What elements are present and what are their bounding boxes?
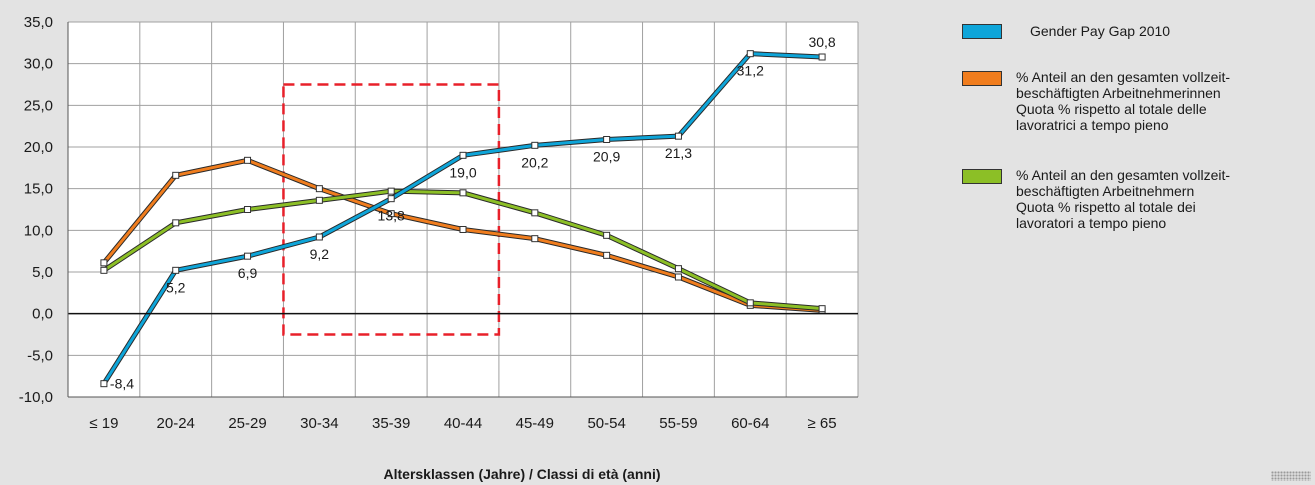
y-tick-label: 20,0 bbox=[24, 139, 53, 156]
data-point bbox=[746, 299, 754, 307]
data-label: 31,2 bbox=[737, 63, 764, 79]
x-tick-label: 55-59 bbox=[659, 415, 697, 432]
data-point bbox=[674, 132, 682, 140]
legend-label: Gender Pay Gap 2010 bbox=[1030, 23, 1171, 39]
highlight-rectangle bbox=[282, 83, 501, 336]
data-point bbox=[315, 233, 323, 241]
data-point bbox=[100, 259, 108, 267]
series-group bbox=[100, 50, 826, 388]
data-label: -8,4 bbox=[110, 376, 134, 392]
data-point bbox=[100, 266, 108, 274]
y-tick-label: -10,0 bbox=[19, 389, 53, 406]
data-point bbox=[459, 189, 467, 197]
data-point bbox=[674, 273, 682, 281]
data-point bbox=[315, 196, 323, 204]
data-point bbox=[459, 226, 467, 233]
legend-item-female-share: % Anteil an den gesamten vollzeit- besch… bbox=[962, 69, 1307, 133]
legend-line: beschäftigten Arbeitnehmern bbox=[1016, 183, 1195, 199]
data-label: 13,8 bbox=[378, 208, 405, 224]
y-tick-label: 25,0 bbox=[24, 97, 53, 114]
legend-item-male-share: % Anteil an den gesamten vollzeit- besch… bbox=[962, 167, 1307, 231]
data-point bbox=[387, 210, 395, 218]
data-label: 9,2 bbox=[310, 246, 330, 262]
data-point bbox=[818, 305, 826, 313]
data-point bbox=[100, 380, 108, 388]
highlight-range bbox=[282, 83, 501, 336]
x-tick-label: 45-49 bbox=[516, 415, 554, 432]
y-tick-label: 35,0 bbox=[24, 14, 53, 31]
x-tick-label: 25-29 bbox=[228, 415, 266, 432]
axes: 35,0 30,0 25,0 20,0 15,0 10,0 5,0 0,0 -5,0 -10,0 ≤… bbox=[19, 14, 858, 432]
data-label: 19,0 bbox=[449, 164, 476, 180]
legend-line: beschäftigten Arbeitnehmerinnen bbox=[1016, 85, 1221, 101]
x-tick-label: ≥ 65 bbox=[808, 415, 837, 432]
data-point bbox=[531, 141, 539, 149]
legend-swatch-green bbox=[962, 169, 1002, 184]
data-point bbox=[603, 251, 611, 259]
x-tick-label: 40-44 bbox=[444, 415, 482, 432]
legend-label: % Anteil an den gesamten vollzeit- besch… bbox=[1016, 167, 1307, 231]
data-point bbox=[603, 231, 611, 239]
data-label: 5,2 bbox=[166, 279, 186, 295]
legend-line: Quota % rispetto al totale delle bbox=[1016, 101, 1207, 117]
data-label: 30,8 bbox=[808, 34, 835, 50]
y-tick-label: 0,0 bbox=[32, 306, 53, 323]
y-tick-label: 10,0 bbox=[24, 222, 53, 239]
data-point bbox=[387, 195, 395, 203]
data-point bbox=[531, 209, 539, 217]
data-point bbox=[818, 53, 826, 61]
data-label: 21,3 bbox=[665, 145, 692, 161]
data-point bbox=[459, 151, 467, 159]
x-tick-label: 30-34 bbox=[300, 415, 338, 432]
legend-item-gender-pay-gap: Gender Pay Gap 2010 bbox=[962, 22, 1307, 39]
x-tick-label: 35-39 bbox=[372, 415, 410, 432]
data-label: 6,9 bbox=[238, 265, 258, 281]
legend-swatch-orange bbox=[962, 71, 1002, 86]
data-point bbox=[674, 265, 682, 273]
x-tick-label: ≤ 19 bbox=[89, 415, 118, 432]
legend-swatch-blue bbox=[962, 24, 1002, 39]
corner-pattern bbox=[1271, 471, 1311, 481]
data-label: 20,9 bbox=[593, 149, 620, 165]
data-point bbox=[244, 206, 252, 213]
legend-label: % Anteil an den gesamten vollzeit- besch… bbox=[1016, 69, 1307, 133]
legend-line: Quota % rispetto al totale dei bbox=[1016, 199, 1196, 215]
x-tick-label: 20-24 bbox=[157, 415, 195, 432]
data-point bbox=[244, 252, 252, 260]
data-point bbox=[244, 156, 252, 164]
y-tick-label: 5,0 bbox=[32, 264, 53, 281]
data-point bbox=[387, 187, 395, 195]
x-tick-label: 60-64 bbox=[731, 415, 769, 432]
data-point bbox=[172, 171, 180, 179]
data-point bbox=[746, 50, 754, 58]
legend-line: % Anteil an den gesamten vollzeit- bbox=[1016, 69, 1231, 85]
data-point bbox=[531, 235, 539, 243]
x-tick-label: 50-54 bbox=[587, 415, 625, 432]
data-label: 20,2 bbox=[521, 154, 548, 170]
y-tick-label: 30,0 bbox=[24, 56, 53, 73]
legend-line: lavoratori a tempo pieno bbox=[1016, 215, 1167, 231]
data-point bbox=[172, 219, 180, 227]
data-point bbox=[603, 136, 611, 143]
legend-line: lavoratrici a tempo pieno bbox=[1016, 117, 1169, 133]
data-labels: -8,4 5,2 6,9 9,2 13,8 19,0 20,2 20,9 21,3 31,2 30,… bbox=[110, 34, 836, 392]
data-point bbox=[172, 266, 180, 274]
legend-line: % Anteil an den gesamten vollzeit- bbox=[1016, 167, 1231, 183]
y-tick-label: 15,0 bbox=[24, 181, 53, 198]
y-tick-label: -5,0 bbox=[27, 347, 53, 364]
legend: Gender Pay Gap 2010 % Anteil an den gesa… bbox=[962, 22, 1307, 231]
x-axis-label: Altersklassen (Jahre) / Classi di età (a… bbox=[384, 466, 661, 482]
data-point bbox=[315, 185, 323, 193]
